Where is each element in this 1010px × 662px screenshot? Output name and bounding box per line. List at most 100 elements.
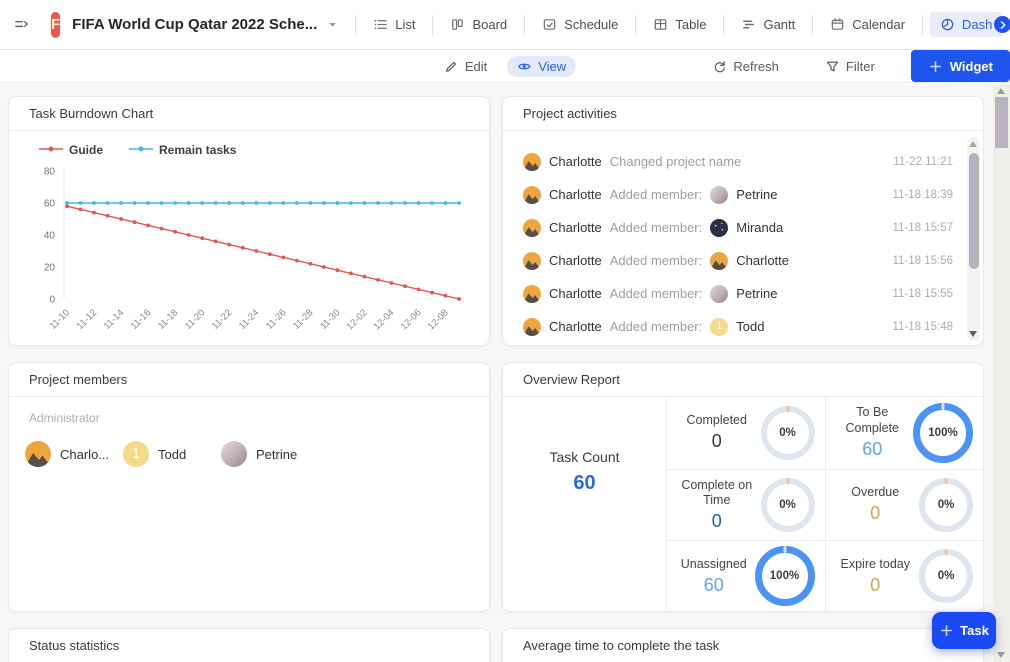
project-logo[interactable]: F: [51, 11, 61, 38]
legend-item-guide[interactable]: Guide: [39, 143, 103, 157]
activity-row[interactable]: Charlotte Added member: Miranda 11-18 15:57: [503, 211, 983, 244]
task-count-value: 60: [573, 472, 596, 494]
dashboard-content: Task Burndown Chart Guide Remain tasks 0 2…: [0, 84, 1010, 662]
avg-time-card: Average time to complete the task: [502, 628, 984, 662]
overview-cell-text: Completed 0: [673, 413, 761, 452]
avatar-charlotte: [523, 218, 541, 237]
status-statistics-card: Status statistics: [8, 628, 490, 662]
overview-cell-text: Complete on Time 0: [673, 478, 761, 533]
avatar-todd: 1: [123, 441, 149, 467]
overview-cell-value: 60: [703, 574, 724, 595]
tab-label: Gantt: [763, 17, 796, 32]
activity-row[interactable]: Charlotte Changed project name 11-22 11:21: [503, 145, 983, 178]
activity-row[interactable]: Charlotte Added member: Charlotte 11-18 15:…: [503, 244, 983, 277]
legend-marker-icon: [129, 143, 154, 157]
scroll-up-arrow-icon[interactable]: [969, 141, 977, 147]
page-scrollbar[interactable]: [993, 84, 1010, 662]
dashboard-icon: [940, 17, 955, 32]
collapse-sidebar-icon[interactable]: [14, 14, 29, 36]
svg-text:11-12: 11-12: [75, 307, 99, 331]
add-widget-button[interactable]: Widget: [910, 50, 1010, 82]
activity-actor: Charlotte: [549, 253, 602, 268]
activity-target: Petrine: [736, 286, 778, 301]
plus-icon: [928, 59, 943, 74]
members-role-label: Administrator: [29, 411, 100, 425]
activities-scrollbar-thumb[interactable]: [968, 153, 979, 269]
tab-schedule[interactable]: Schedule: [532, 12, 628, 37]
svg-text:12-02: 12-02: [345, 307, 370, 332]
tab-divider: [355, 14, 357, 35]
activities-card-title: Project activities: [503, 97, 983, 131]
overview-cell-label: Unassigned: [680, 556, 747, 571]
activity-row[interactable]: Charlotte Added member: 1 Todd 11-18 15:48: [503, 310, 983, 343]
legend-item-remain-tasks[interactable]: Remain tasks: [129, 143, 236, 157]
svg-text:12-08: 12-08: [426, 307, 451, 332]
progress-ring-percent: 0%: [937, 498, 955, 511]
activity-action: Added member:: [609, 319, 703, 334]
overview-cell-value: 0: [870, 574, 881, 595]
burndown-chart-card: Task Burndown Chart Guide Remain tasks 0 2…: [8, 96, 490, 346]
tab-label: Table: [675, 17, 707, 32]
activities-scrollbar[interactable]: [967, 137, 980, 341]
activity-row[interactable]: Charlotte Added member: Petrine 11-18 18:39: [503, 178, 983, 211]
scroll-up-arrow-icon[interactable]: [997, 88, 1005, 94]
member-item[interactable]: Petrine: [221, 441, 319, 467]
svg-text:11-18: 11-18: [156, 307, 180, 331]
tab-gantt[interactable]: Gantt: [731, 12, 805, 37]
svg-text:11-22: 11-22: [210, 307, 234, 331]
chart-legend: Guide Remain tasks: [39, 143, 489, 157]
refresh-button[interactable]: Refresh: [702, 56, 789, 77]
member-item[interactable]: Charlo...: [25, 441, 123, 467]
avatar-todd: 1: [710, 317, 729, 336]
activity-target: Charlotte: [736, 253, 789, 268]
project-title[interactable]: FIFA World Cup Qatar 2022 Sche...: [72, 16, 318, 33]
tab-table[interactable]: Table: [643, 12, 716, 37]
svg-text:12-06: 12-06: [399, 307, 424, 332]
edit-button[interactable]: Edit: [434, 56, 497, 77]
page-scrollbar-thumb[interactable]: [995, 97, 1008, 148]
tab-board[interactable]: Board: [440, 12, 517, 37]
scroll-tabs-right-button[interactable]: [994, 16, 1010, 33]
svg-text:20: 20: [44, 263, 56, 274]
calendar-icon: [830, 17, 845, 32]
tab-divider: [723, 14, 725, 35]
tab-dash[interactable]: Dash: [930, 12, 1003, 37]
members-card-title: Project members: [9, 363, 489, 397]
activity-actor: Charlotte: [549, 286, 602, 301]
scroll-down-arrow-icon[interactable]: [969, 331, 977, 337]
task-count-label: Task Count: [549, 449, 620, 465]
view-mode-button[interactable]: View: [507, 55, 577, 77]
progress-ring: 100%: [754, 546, 815, 607]
avatar-petrine: [710, 284, 729, 303]
legend-marker-icon: [39, 143, 63, 157]
eye-icon: [517, 59, 532, 74]
activity-actor: Charlotte: [549, 154, 602, 169]
filter-button[interactable]: Filter: [815, 56, 885, 77]
activity-time: 11-18 15:56: [892, 254, 953, 267]
progress-ring-percent: 0%: [779, 498, 796, 511]
gantt-icon: [741, 17, 756, 32]
avatar-charlotte: [710, 251, 729, 270]
tab-list[interactable]: List: [363, 12, 425, 37]
tab-label: Calendar: [852, 17, 906, 32]
avg-time-card-title: Average time to complete the task: [503, 629, 983, 662]
pencil-icon: [444, 59, 459, 74]
filter-icon: [825, 59, 840, 74]
members-list: Charlo... 1 Todd Petrine: [25, 441, 489, 467]
activity-action: Added member:: [609, 187, 703, 202]
activity-actor: Charlotte: [549, 187, 602, 202]
overview-report-card: Overview Report Task Count 60 Completed 0…: [502, 362, 984, 612]
tab-calendar[interactable]: Calendar: [820, 12, 915, 37]
add-task-button[interactable]: Task: [932, 612, 996, 649]
scroll-down-arrow-icon[interactable]: [997, 652, 1005, 658]
activity-action: Changed project name: [609, 154, 742, 169]
activity-row[interactable]: Charlotte Added member: Petrine 11-18 15:55: [503, 277, 983, 310]
member-item[interactable]: 1 Todd: [123, 441, 221, 467]
overview-cell-value: 60: [862, 438, 883, 459]
tab-divider: [922, 14, 924, 35]
task-button-label: Task: [960, 623, 989, 638]
list-icon: [373, 17, 388, 32]
activity-time: 11-18 18:39: [892, 188, 953, 201]
svg-text:11-20: 11-20: [183, 307, 207, 331]
title-caret-down-icon[interactable]: [325, 17, 340, 32]
